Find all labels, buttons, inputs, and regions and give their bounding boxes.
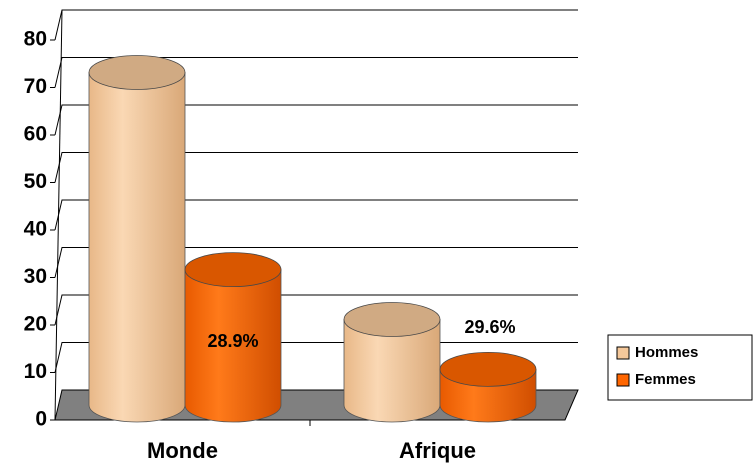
y-tick-label: 50 bbox=[24, 170, 47, 193]
y-tick-label: 0 bbox=[35, 408, 47, 431]
grid-line bbox=[54, 294, 578, 326]
y-tick-label: 70 bbox=[24, 75, 47, 98]
bar bbox=[184, 269, 282, 423]
bar bbox=[88, 72, 186, 423]
grid-line bbox=[54, 57, 578, 88]
x-tick-label: Monde bbox=[147, 438, 218, 463]
annotation: 28.9% bbox=[207, 331, 258, 351]
legend-label: Hommes bbox=[635, 344, 698, 361]
legend bbox=[607, 334, 753, 401]
legend-swatch bbox=[616, 373, 630, 387]
legend-swatch bbox=[616, 346, 630, 360]
y-tick-label: 40 bbox=[24, 218, 47, 241]
bar-top bbox=[343, 302, 441, 337]
annotation: 29.6% bbox=[464, 317, 515, 337]
legend-label: Femmes bbox=[635, 371, 696, 388]
y-tick-label: 60 bbox=[24, 123, 47, 146]
x-tick-label: Afrique bbox=[399, 438, 476, 463]
grid-line bbox=[54, 104, 578, 136]
y-tick-label: 30 bbox=[24, 265, 47, 288]
grid-line bbox=[54, 9, 578, 41]
bar-top bbox=[439, 351, 537, 387]
y-tick-label: 20 bbox=[24, 313, 47, 336]
bar bbox=[343, 319, 441, 423]
grid-line bbox=[54, 247, 578, 278]
grid-line bbox=[54, 199, 578, 231]
grid-line bbox=[54, 152, 578, 183]
y-tick-label: 80 bbox=[24, 28, 47, 51]
y-tick-label: 10 bbox=[24, 360, 47, 383]
bar-top bbox=[88, 55, 186, 90]
bar-top bbox=[184, 252, 282, 288]
